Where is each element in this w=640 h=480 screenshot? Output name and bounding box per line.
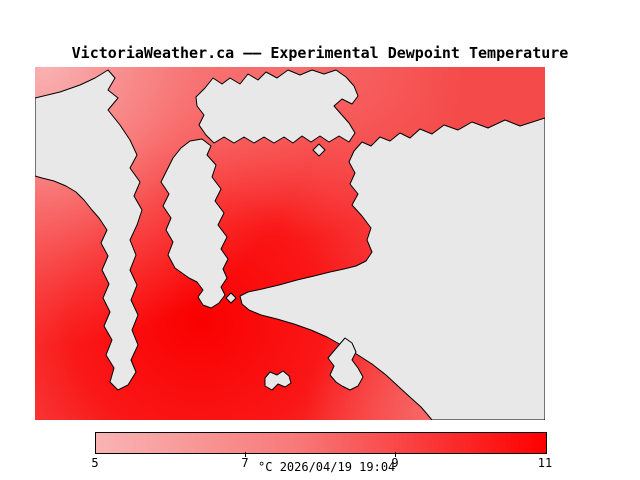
islet-north — [312, 143, 326, 157]
land-masses — [35, 69, 545, 420]
land-north-islands — [195, 69, 359, 144]
datetime-label: 2026/04/19 19:04 — [279, 460, 396, 474]
page-title: VictoriaWeather.ca —— Experimental Dewpo… — [71, 44, 569, 62]
colorbar-label-11: 11 — [537, 456, 553, 470]
island-south-large — [327, 337, 364, 391]
land-east-mainland — [239, 117, 545, 420]
timestamp-caption: °C 2026/04/19 19:04 — [258, 460, 395, 474]
island-south-small — [264, 370, 292, 391]
land-west-ridge — [35, 69, 143, 391]
islet-central — [225, 292, 237, 304]
colorbar-tick-7 — [245, 452, 246, 457]
colorbar-tick-9 — [395, 452, 396, 457]
land-central-peninsula — [160, 138, 229, 309]
dewpoint-map — [35, 67, 545, 420]
colorbar-label-5: 5 — [91, 456, 99, 470]
colorbar-label-7: 7 — [241, 456, 249, 470]
colorbar-label-9: 9 — [391, 456, 399, 470]
colorbar-gradient — [95, 432, 547, 454]
unit-label: °C — [258, 460, 273, 474]
